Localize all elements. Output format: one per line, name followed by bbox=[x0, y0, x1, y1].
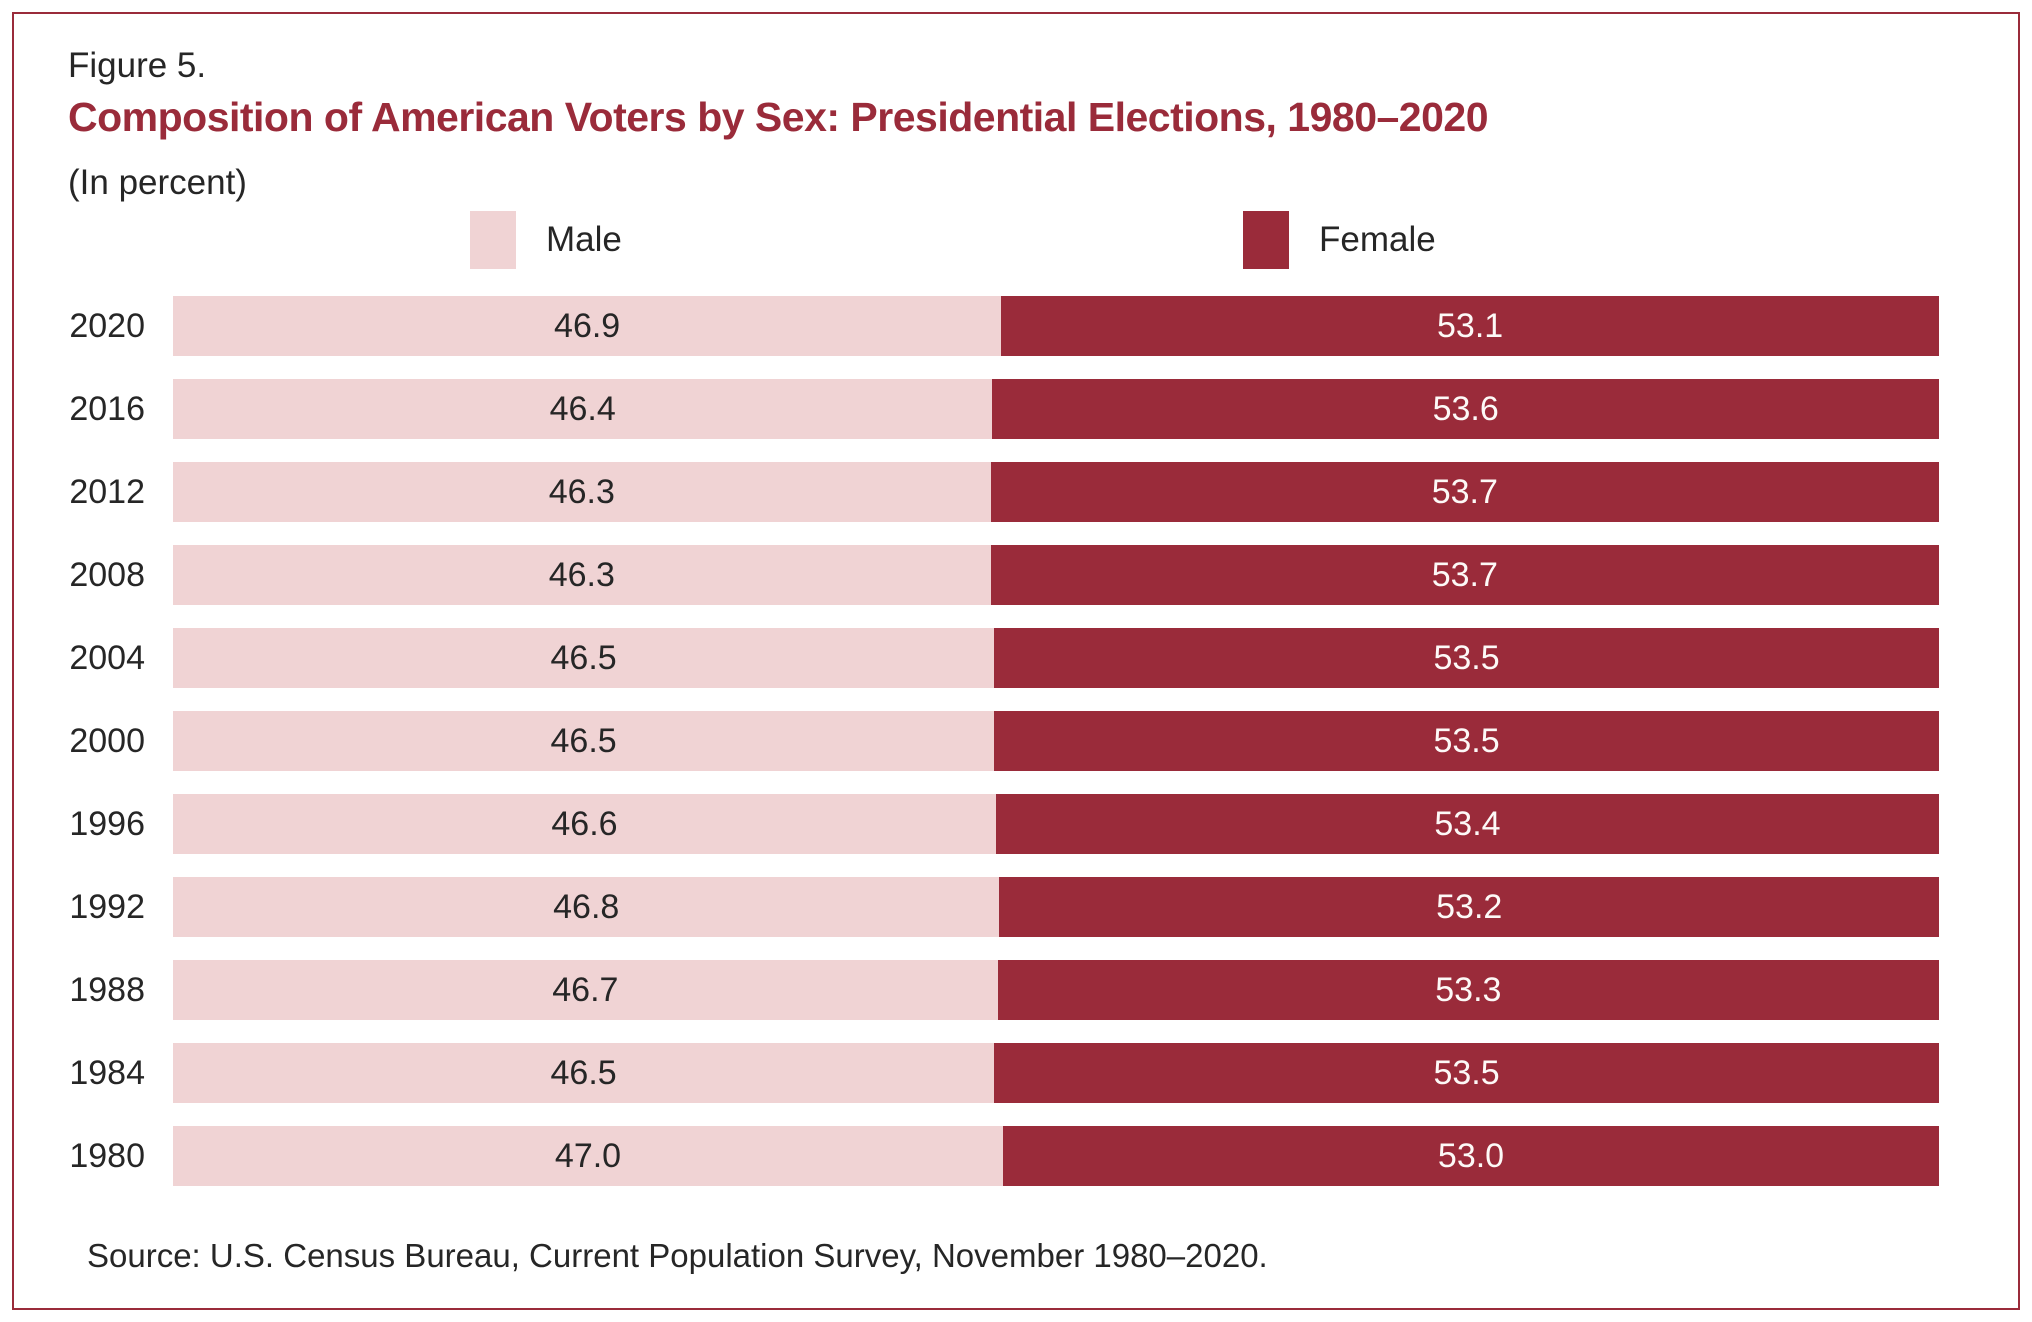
bar-row: 1980 47.0 53.0 bbox=[0, 1126, 2032, 1186]
bar-track: 46.5 53.5 bbox=[173, 628, 1939, 688]
male-value-label: 46.3 bbox=[548, 472, 615, 511]
male-bar-segment: 46.5 bbox=[173, 628, 995, 688]
female-value-label: 53.5 bbox=[1433, 638, 1500, 677]
bar-track: 46.7 53.3 bbox=[173, 960, 1939, 1020]
female-bar-segment: 53.6 bbox=[992, 379, 1939, 439]
bar-row: 2012 46.3 53.7 bbox=[0, 462, 2032, 522]
female-value-label: 53.5 bbox=[1433, 721, 1500, 760]
female-value-label: 53.1 bbox=[1437, 306, 1504, 345]
male-value-label: 46.9 bbox=[554, 306, 621, 345]
year-label: 1984 bbox=[69, 1053, 145, 1092]
female-bar-segment: 53.7 bbox=[990, 462, 1939, 522]
bar-track: 47.0 53.0 bbox=[173, 1126, 1939, 1186]
male-bar-segment: 46.8 bbox=[173, 877, 1000, 937]
male-bar-segment: 46.5 bbox=[173, 711, 995, 771]
female-bar-segment: 53.0 bbox=[1003, 1126, 1939, 1186]
female-value-label: 53.6 bbox=[1432, 389, 1499, 428]
bar-track: 46.3 53.7 bbox=[173, 462, 1939, 522]
year-label: 1992 bbox=[69, 887, 145, 926]
female-value-label: 53.3 bbox=[1435, 970, 1502, 1009]
year-label: 2016 bbox=[69, 389, 145, 428]
figure-title: Composition of American Voters by Sex: P… bbox=[68, 94, 1489, 140]
legend-label-female: Female bbox=[1319, 220, 1436, 259]
bar-track: 46.8 53.2 bbox=[173, 877, 1939, 937]
bar-row: 2004 46.5 53.5 bbox=[0, 628, 2032, 688]
male-value-label: 46.7 bbox=[552, 970, 619, 1009]
male-value-label: 46.5 bbox=[550, 721, 617, 760]
year-label: 1996 bbox=[69, 804, 145, 843]
bar-row: 2008 46.3 53.7 bbox=[0, 545, 2032, 605]
bar-row: 2016 46.4 53.6 bbox=[0, 379, 2032, 439]
year-label: 2012 bbox=[69, 472, 145, 511]
bar-chart: 2020 46.9 53.1 2016 46.4 53.6 2012 46.3 53.7 2008… bbox=[0, 296, 2032, 1209]
bar-track: 46.4 53.6 bbox=[173, 379, 1939, 439]
male-value-label: 46.5 bbox=[550, 1053, 617, 1092]
legend-item-male: Male bbox=[470, 211, 622, 269]
year-label: 2008 bbox=[69, 555, 145, 594]
male-swatch bbox=[470, 211, 516, 269]
bar-row: 1988 46.7 53.3 bbox=[0, 960, 2032, 1020]
female-value-label: 53.7 bbox=[1431, 472, 1498, 511]
male-bar-segment: 46.6 bbox=[173, 794, 996, 854]
male-value-label: 46.5 bbox=[550, 638, 617, 677]
female-bar-segment: 53.2 bbox=[999, 877, 1939, 937]
male-value-label: 46.8 bbox=[553, 887, 620, 926]
legend-item-female: Female bbox=[1243, 211, 1436, 269]
bar-track: 46.5 53.5 bbox=[173, 711, 1939, 771]
bar-track: 46.9 53.1 bbox=[173, 296, 1939, 356]
male-bar-segment: 46.9 bbox=[173, 296, 1002, 356]
figure-subtitle: (In percent) bbox=[68, 163, 247, 202]
male-value-label: 46.4 bbox=[549, 389, 616, 428]
year-label: 2020 bbox=[69, 306, 145, 345]
legend: Male Female bbox=[0, 211, 2032, 271]
female-value-label: 53.5 bbox=[1433, 1053, 1500, 1092]
female-bar-segment: 53.3 bbox=[997, 960, 1939, 1020]
year-label: 2004 bbox=[69, 638, 145, 677]
male-value-label: 47.0 bbox=[554, 1136, 622, 1175]
female-swatch bbox=[1243, 211, 1289, 269]
male-bar-segment: 46.5 bbox=[173, 1043, 995, 1103]
female-bar-segment: 53.5 bbox=[994, 711, 1939, 771]
figure-label: Figure 5. bbox=[68, 46, 207, 85]
bar-row: 1984 46.5 53.5 bbox=[0, 1043, 2032, 1103]
female-bar-segment: 53.5 bbox=[994, 1043, 1939, 1103]
male-value-label: 46.6 bbox=[551, 804, 618, 843]
female-value-label: 53.4 bbox=[1434, 804, 1501, 843]
bar-row: 1996 46.6 53.4 bbox=[0, 794, 2032, 854]
bar-track: 46.6 53.4 bbox=[173, 794, 1939, 854]
male-bar-segment: 46.7 bbox=[173, 960, 998, 1020]
female-value-label: 53.2 bbox=[1436, 887, 1503, 926]
female-bar-segment: 53.5 bbox=[994, 628, 1939, 688]
source-note: Source: U.S. Census Bureau, Current Popu… bbox=[87, 1237, 1268, 1274]
male-bar-segment: 46.3 bbox=[173, 462, 991, 522]
bar-row: 2000 46.5 53.5 bbox=[0, 711, 2032, 771]
female-value-label: 53.0 bbox=[1437, 1136, 1505, 1175]
female-bar-segment: 53.1 bbox=[1001, 296, 1939, 356]
bar-track: 46.3 53.7 bbox=[173, 545, 1939, 605]
male-bar-segment: 47.0 bbox=[173, 1126, 1004, 1186]
legend-label-male: Male bbox=[546, 220, 622, 259]
female-bar-segment: 53.7 bbox=[990, 545, 1939, 605]
male-bar-segment: 46.4 bbox=[173, 379, 993, 439]
bar-row: 2020 46.9 53.1 bbox=[0, 296, 2032, 356]
bar-row: 1992 46.8 53.2 bbox=[0, 877, 2032, 937]
male-bar-segment: 46.3 bbox=[173, 545, 991, 605]
female-bar-segment: 53.4 bbox=[995, 794, 1939, 854]
female-value-label: 53.7 bbox=[1431, 555, 1498, 594]
bar-track: 46.5 53.5 bbox=[173, 1043, 1939, 1103]
year-label: 1988 bbox=[69, 970, 145, 1009]
year-label: 1980 bbox=[69, 1136, 145, 1175]
male-value-label: 46.3 bbox=[548, 555, 615, 594]
year-label: 2000 bbox=[69, 721, 145, 760]
